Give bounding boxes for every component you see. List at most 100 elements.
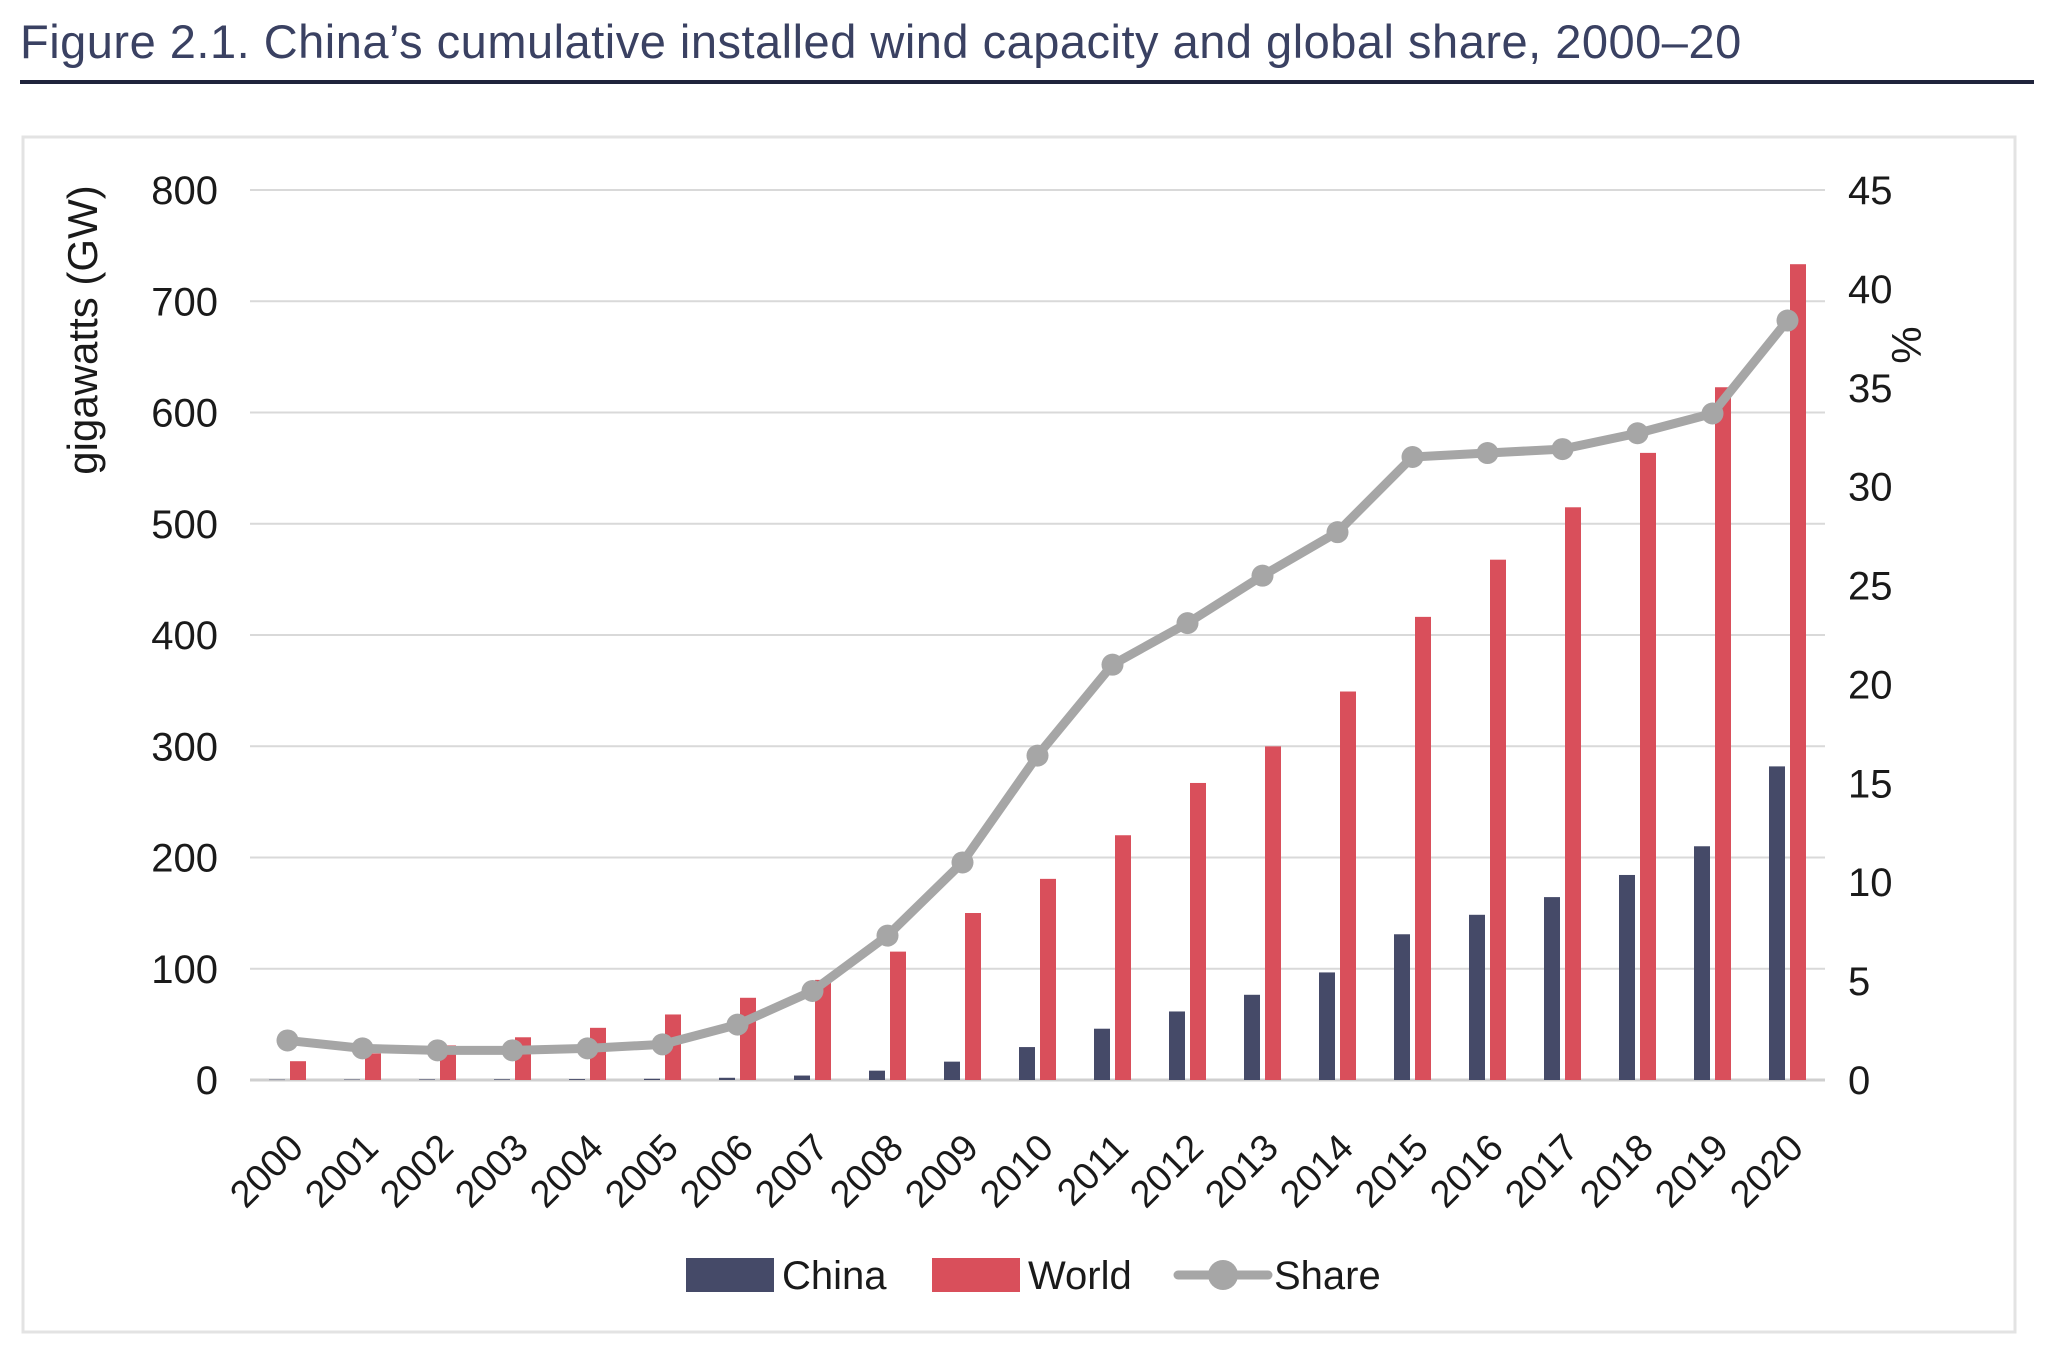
left-axis-tick-label: 200 (151, 837, 218, 881)
share-point-2007 (801, 980, 824, 1002)
x-axis-tick-label: 2011 (1049, 1127, 1136, 1214)
bar-world-2019 (1715, 387, 1731, 1081)
share-point-2004 (576, 1037, 599, 1060)
share-line (283, 316, 1792, 1055)
figure-title: Figure 2.1. China’s cumulative installed… (20, 15, 1742, 68)
x-axis-tick-label: 2019 (1647, 1127, 1736, 1216)
left-axis-tick-label: 700 (151, 280, 218, 324)
bar-world-2013 (1265, 746, 1281, 1080)
legend-dot-share (1208, 1260, 1238, 1290)
x-axis-tick-label: 2000 (222, 1127, 311, 1216)
right-axis-tick-label: 25 (1848, 565, 1893, 609)
left-axis-tick-label: 800 (151, 169, 218, 213)
bar-china-2016 (1469, 914, 1485, 1080)
right-axis-tick-label: 5 (1848, 960, 1870, 1004)
share-point-2015 (1401, 446, 1424, 468)
bar-china-2020 (1769, 766, 1785, 1080)
x-axis-tick-label: 2017 (1497, 1127, 1586, 1216)
bar-china-2009 (944, 1061, 960, 1080)
share-point-2003 (501, 1039, 524, 1062)
legend-label-china: China (782, 1254, 887, 1298)
left-axis-tick-label: 100 (151, 948, 218, 992)
share-point-2008 (876, 924, 899, 947)
share-point-2000 (276, 1029, 299, 1052)
left-axis-title: gigawatts (GW) (59, 185, 106, 474)
x-axis-tick-label: 2014 (1272, 1127, 1361, 1216)
legend-swatch-china (686, 1258, 774, 1292)
bar-world-2020 (1790, 264, 1806, 1080)
bar-world-2007 (815, 979, 831, 1080)
x-axis-tick-label: 2001 (297, 1127, 386, 1216)
right-axis-tick-label: 30 (1848, 466, 1893, 510)
bar-china-2004 (569, 1079, 585, 1080)
bar-china-2008 (869, 1070, 885, 1080)
bar-china-2014 (1319, 972, 1335, 1080)
bar-world-2001 (365, 1053, 381, 1080)
right-axis-title: % (1883, 326, 1930, 363)
right-axis-tick-label: 0 (1848, 1059, 1870, 1103)
share-point-2018 (1626, 422, 1649, 445)
left-axis-tick-label: 0 (196, 1059, 218, 1103)
right-axis-tick-label: 40 (1848, 268, 1893, 312)
legend-swatch-world (932, 1258, 1020, 1292)
x-axis-tick-label: 2004 (522, 1127, 611, 1216)
bar-world-2012 (1190, 782, 1206, 1080)
share-point-2002 (426, 1039, 449, 1062)
x-axis-tick-label: 2015 (1347, 1127, 1436, 1216)
right-axis-tick-label: 10 (1848, 861, 1893, 905)
bar-world-2017 (1565, 507, 1581, 1080)
share-point-2014 (1326, 521, 1349, 544)
x-axis-tick-label: 2013 (1197, 1127, 1286, 1216)
bar-china-2011 (1094, 1028, 1110, 1080)
bar-world-2009 (965, 913, 981, 1080)
bar-china-2003 (494, 1079, 510, 1080)
right-axis-tick-label: 35 (1848, 367, 1893, 411)
bar-china-2002 (419, 1079, 435, 1080)
bar-world-2011 (1115, 835, 1131, 1080)
right-axis-tick-label: 45 (1848, 169, 1893, 213)
x-axis-tick-label: 2002 (372, 1127, 461, 1216)
bar-world-2014 (1340, 691, 1356, 1080)
bar-china-2017 (1544, 897, 1560, 1080)
bar-world-2008 (890, 951, 906, 1080)
right-axis-tick-label: 15 (1848, 762, 1893, 806)
share-point-2010 (1026, 744, 1049, 767)
bar-china-2005 (644, 1078, 660, 1080)
share-point-2013 (1251, 564, 1274, 587)
x-axis-tick-label: 2006 (672, 1127, 761, 1216)
left-axis-tick-label: 600 (151, 392, 218, 436)
x-axis-tick-label: 2018 (1572, 1127, 1661, 1216)
left-axis-tick-label: 400 (151, 614, 218, 658)
share-point-2001 (351, 1037, 374, 1060)
x-axis-tick-label: 2010 (972, 1127, 1061, 1216)
share-point-2016 (1476, 442, 1499, 465)
bar-world-2018 (1640, 452, 1656, 1080)
title-underline (20, 80, 2034, 84)
legend-label-share: Share (1274, 1254, 1381, 1298)
bar-world-2006 (740, 997, 756, 1080)
bar-china-2019 (1694, 846, 1710, 1080)
x-axis-tick-label: 2020 (1722, 1127, 1811, 1216)
bar-china-2013 (1244, 994, 1260, 1080)
chart-panel-border (21, 135, 2017, 1334)
x-axis-tick-label: 2008 (822, 1127, 911, 1216)
share-point-2017 (1551, 438, 1574, 461)
share-point-2006 (726, 1013, 749, 1036)
share-point-2012 (1176, 612, 1199, 635)
share-point-2019 (1701, 402, 1724, 425)
share-point-2011 (1101, 653, 1124, 676)
bar-china-2018 (1619, 874, 1635, 1080)
share-point-2020 (1776, 309, 1799, 332)
share-point-2009 (951, 851, 974, 874)
bar-china-2012 (1169, 1011, 1185, 1080)
bar-world-2010 (1040, 878, 1056, 1080)
bar-china-2010 (1019, 1047, 1035, 1080)
bar-china-2007 (794, 1075, 810, 1080)
bar-world-2016 (1490, 559, 1506, 1080)
share-point-2005 (651, 1033, 674, 1056)
x-axis-tick-label: 2003 (447, 1127, 536, 1216)
left-axis-tick-label: 500 (151, 503, 218, 547)
x-axis-tick-label: 2009 (897, 1127, 986, 1216)
